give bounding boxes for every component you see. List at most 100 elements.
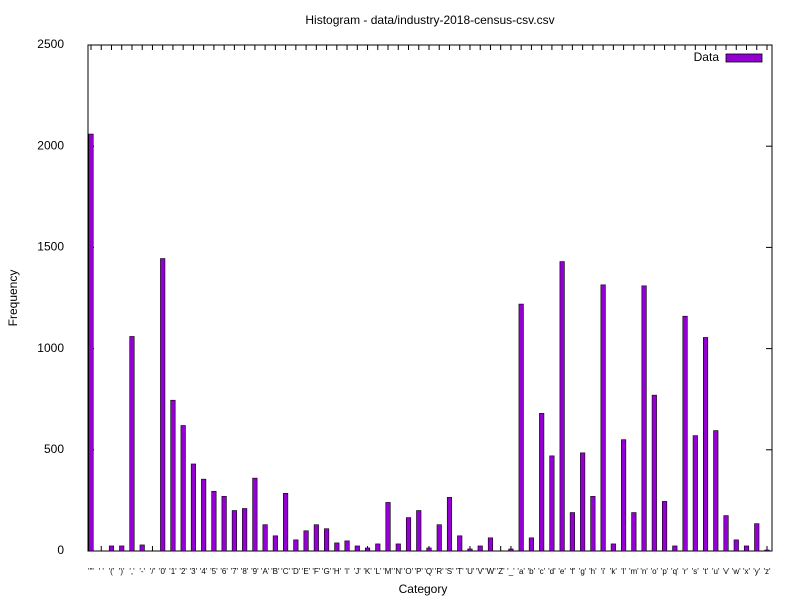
bar xyxy=(457,535,463,552)
plot-border xyxy=(87,44,773,552)
bar xyxy=(364,547,371,552)
x-tick-label: 'T' xyxy=(456,567,464,576)
x-tick-label: 'e' xyxy=(558,567,566,576)
bar xyxy=(303,530,309,552)
x-tick-label: 'p' xyxy=(661,567,669,576)
x-axis-label: Category xyxy=(399,582,448,596)
x-tick-label: 'd' xyxy=(548,567,556,576)
y-tick-label: 2500 xyxy=(37,37,64,51)
x-tick-label: 'h' xyxy=(589,567,597,576)
x-tick-label: 'E' xyxy=(302,567,311,576)
bar xyxy=(631,512,637,552)
x-tick-label: '8' xyxy=(241,567,249,576)
bar xyxy=(733,539,739,552)
bar xyxy=(139,544,145,552)
y-tick-label: 1500 xyxy=(37,240,64,254)
x-tick-label: 't' xyxy=(703,567,709,576)
bar xyxy=(344,540,350,552)
x-tick-label: '/' xyxy=(150,567,156,576)
bar xyxy=(580,452,586,552)
bar xyxy=(764,549,770,552)
x-tick-label: 'K' xyxy=(363,567,372,576)
bar xyxy=(569,512,575,552)
bar xyxy=(641,285,647,552)
x-tick-label: 'k' xyxy=(610,567,618,576)
x-tick-label: 'J' xyxy=(354,567,362,576)
bar xyxy=(160,258,166,552)
x-tick-label: 'c' xyxy=(538,567,546,576)
x-tick-label: 'Z' xyxy=(497,567,505,576)
bar xyxy=(436,524,442,552)
bar xyxy=(426,547,432,552)
bar xyxy=(682,315,688,552)
bar xyxy=(416,510,422,552)
x-tick-label: '_' xyxy=(507,567,515,576)
bar xyxy=(119,545,125,552)
y-tick-label: 1000 xyxy=(37,341,64,355)
x-tick-label: 'R' xyxy=(435,567,444,576)
x-tick-label: 'C' xyxy=(281,567,290,576)
bar xyxy=(180,425,186,552)
x-tick-label: 's' xyxy=(692,567,700,576)
bar xyxy=(754,523,760,552)
bar xyxy=(702,337,709,552)
bar xyxy=(743,545,750,552)
x-tick-label: ')' xyxy=(119,567,125,576)
legend-label: Data xyxy=(694,50,720,64)
x-tick-label: 'I' xyxy=(344,567,350,576)
x-tick-label: 'w' xyxy=(732,567,741,576)
x-tick-label: '2' xyxy=(179,567,187,576)
x-tick-label: 'b' xyxy=(528,567,536,576)
bar xyxy=(262,524,268,552)
bar xyxy=(221,496,227,552)
x-tick-label: 'L' xyxy=(374,567,382,576)
bar xyxy=(467,548,473,552)
bar xyxy=(354,545,360,552)
bar xyxy=(375,543,381,552)
bar xyxy=(324,528,330,552)
x-tick-label: '0' xyxy=(159,567,167,576)
x-tick-label: 'q' xyxy=(671,567,679,576)
x-tick-label: '1' xyxy=(169,567,177,576)
x-tick-label: '7' xyxy=(231,567,239,576)
x-tick-label: ' ' xyxy=(99,567,105,576)
x-tick-label: '-' xyxy=(139,567,145,576)
bar xyxy=(211,490,217,552)
x-tick-label: 'u' xyxy=(712,567,720,576)
x-tick-label: '4' xyxy=(200,567,208,576)
x-tick-label: 'B' xyxy=(271,567,280,576)
x-tick-label: 'N' xyxy=(394,567,403,576)
x-tick-label: 'z' xyxy=(763,567,771,576)
bar xyxy=(518,303,524,552)
bar xyxy=(590,496,596,552)
x-tick-label: 'o' xyxy=(651,567,659,576)
bar xyxy=(201,478,207,552)
y-axis-label: Frequency xyxy=(6,270,20,327)
bar xyxy=(559,261,565,552)
x-tick-label: 'm' xyxy=(629,567,639,576)
bar xyxy=(600,284,606,552)
y-tick-label: 2000 xyxy=(37,138,64,152)
x-tick-label: '9' xyxy=(251,567,259,576)
x-tick-label: 'v' xyxy=(722,567,730,576)
bar xyxy=(713,430,719,552)
bar xyxy=(508,548,514,552)
bar xyxy=(170,399,176,552)
x-tick-label: 'S' xyxy=(445,567,454,576)
x-tick-label: 'V' xyxy=(476,567,485,576)
y-tick-label: 0 xyxy=(57,543,64,557)
bar xyxy=(662,501,668,552)
x-tick-label: 'l' xyxy=(621,567,626,576)
x-tick-label: 'M' xyxy=(383,567,393,576)
y-tick-label: 500 xyxy=(44,442,64,456)
bar xyxy=(528,537,534,552)
bar xyxy=(539,413,545,552)
x-tick-label: 'y' xyxy=(753,567,761,576)
bar xyxy=(405,517,412,552)
bar xyxy=(293,539,299,552)
bar xyxy=(621,439,627,552)
x-tick-label: 'F' xyxy=(312,567,320,576)
x-tick-label: 'O' xyxy=(404,567,414,576)
x-tick-label: '"' xyxy=(88,567,94,576)
x-tick-label: '6' xyxy=(220,567,228,576)
